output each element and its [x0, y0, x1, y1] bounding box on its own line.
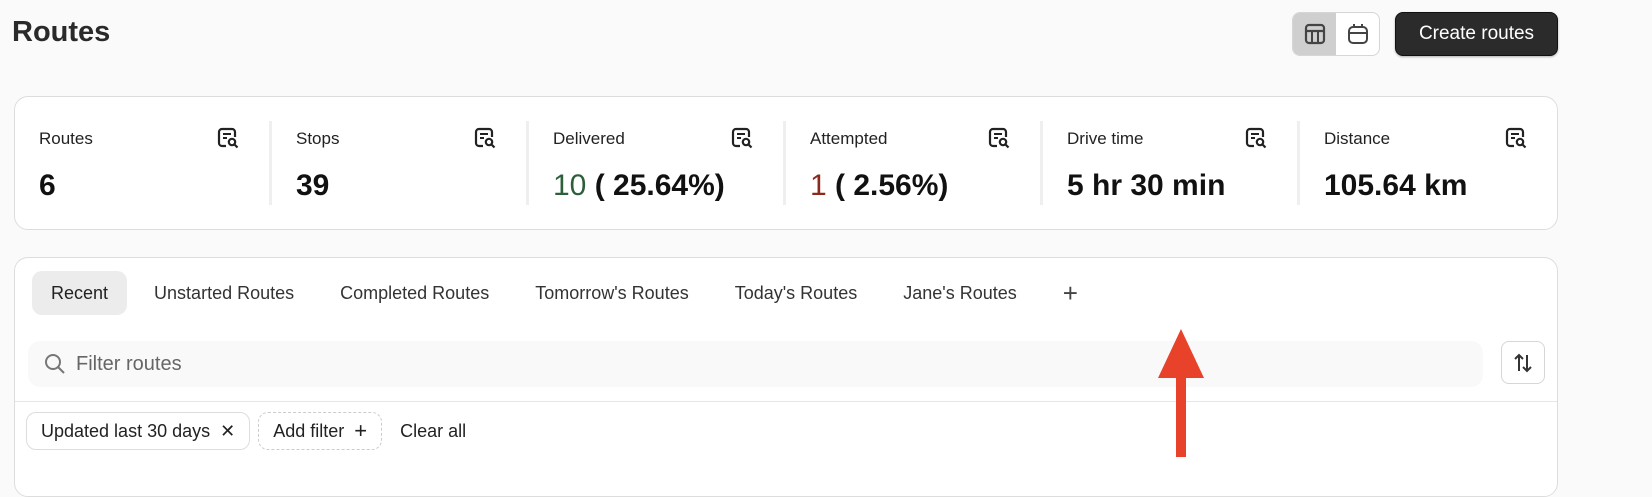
- tab-unstarted-routes[interactable]: Unstarted Routes: [154, 282, 295, 303]
- stat-value: 1 ( 2.56%): [810, 169, 1016, 203]
- filter-chip-label: Updated last 30 days: [41, 420, 211, 441]
- table-icon: [1304, 23, 1325, 45]
- filter-chips: Updated last 30 days ✕ Add filter + Clear …: [26, 412, 466, 450]
- stat-value: 10 ( 25.64%): [553, 169, 759, 203]
- add-filter-label: Add filter: [273, 420, 345, 441]
- report-search-icon[interactable]: [1505, 127, 1527, 149]
- stat-attempted: Attempted 1 ( 2.56%): [786, 121, 1043, 205]
- plus-icon: +: [354, 418, 368, 443]
- search-icon: [45, 354, 65, 374]
- divider: [15, 401, 1557, 402]
- tab-jane-s-routes[interactable]: Jane's Routes: [903, 282, 1017, 303]
- stat-count: 1: [810, 169, 827, 202]
- tab-recent[interactable]: Recent: [32, 271, 128, 315]
- tab-bar: Recent Unstarted Routes Completed Routes To…: [32, 271, 1105, 315]
- table-view-button[interactable]: [1293, 13, 1336, 55]
- stat-delivered: Delivered 10 ( 25.64%): [529, 121, 786, 205]
- page-title: Routes: [12, 16, 111, 48]
- stat-label: Routes: [39, 129, 93, 148]
- stat-label: Stops: [296, 129, 340, 148]
- stat-routes: Routes 6: [15, 121, 272, 205]
- routes-panel: Recent Unstarted Routes Completed Routes To…: [14, 257, 1558, 497]
- tab-tomorrow-s-routes[interactable]: Tomorrow's Routes: [535, 282, 689, 303]
- stat-label: Delivered: [553, 129, 625, 148]
- report-search-icon[interactable]: [474, 127, 496, 149]
- stat-value: 105.64 km: [1324, 169, 1468, 202]
- add-tab-button[interactable]: +: [1044, 271, 1097, 315]
- clear-all-button[interactable]: Clear all: [400, 420, 467, 441]
- sort-arrows-icon: [1514, 353, 1532, 372]
- create-routes-button[interactable]: Create routes: [1395, 12, 1558, 56]
- stat-value: 6: [39, 169, 56, 202]
- add-filter-button[interactable]: Add filter +: [258, 412, 383, 450]
- stat-label: Drive time: [1067, 129, 1144, 148]
- view-toggle: [1292, 12, 1380, 56]
- stat-stops: Stops 39: [272, 121, 529, 205]
- stat-distance: Distance 105.64 km: [1300, 121, 1557, 205]
- report-search-icon[interactable]: [988, 127, 1010, 149]
- stat-label: Attempted: [810, 129, 888, 148]
- filter-chip[interactable]: Updated last 30 days ✕: [26, 412, 251, 450]
- close-icon[interactable]: ✕: [220, 420, 236, 441]
- stat-value: 5 hr 30 min: [1067, 169, 1226, 202]
- tab-today-s-routes[interactable]: Today's Routes: [734, 282, 858, 303]
- report-search-icon[interactable]: [731, 127, 753, 149]
- calendar-view-button[interactable]: [1336, 13, 1379, 55]
- stat-drive-time: Drive time 5 hr 30 min: [1043, 121, 1300, 205]
- stat-count: 10: [553, 169, 587, 202]
- annotation-arrow-icon: [1158, 329, 1204, 457]
- report-search-icon[interactable]: [1245, 127, 1267, 149]
- sort-button[interactable]: [1501, 341, 1545, 384]
- stat-label: Distance: [1324, 129, 1391, 148]
- calendar-icon: [1347, 24, 1368, 44]
- stat-percent: ( 2.56%): [835, 169, 949, 202]
- plus-icon: +: [1062, 277, 1078, 308]
- filter-routes-input[interactable]: [76, 352, 1376, 376]
- stat-percent: ( 25.64%): [594, 169, 725, 202]
- stat-value: 39: [296, 169, 330, 202]
- search-bar: [28, 341, 1483, 387]
- report-search-icon[interactable]: [217, 127, 239, 149]
- stats-card: Routes 6 Stops 39 Delivered 10 ( 25.64%) Attem…: [14, 96, 1558, 230]
- tab-completed-routes[interactable]: Completed Routes: [340, 282, 490, 303]
